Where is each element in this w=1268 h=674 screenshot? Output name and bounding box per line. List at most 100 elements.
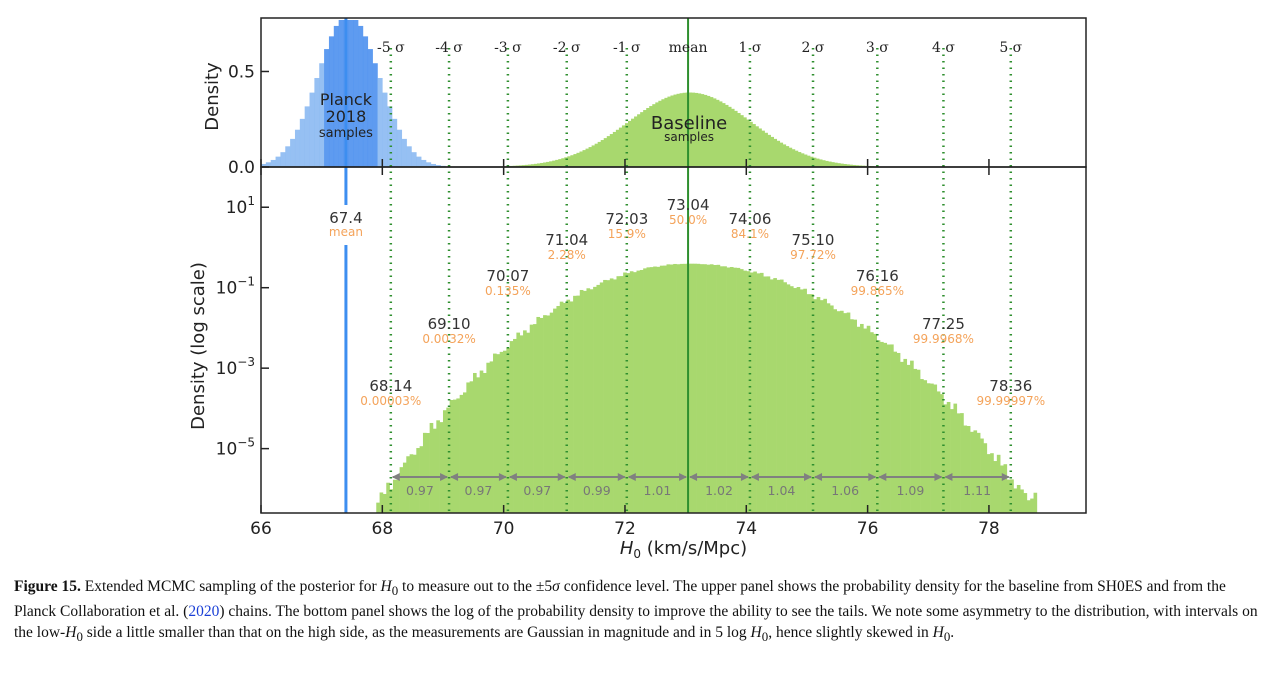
baseline-log-bar <box>416 448 420 513</box>
top-panel-bars <box>261 20 875 168</box>
level-percentile: 97.72% <box>790 248 836 262</box>
planck-bar <box>309 92 315 167</box>
x-axis-label: H0 (km/s/Mpc) <box>620 538 747 561</box>
level-percentile: 2.28% <box>548 248 586 262</box>
planck-bar <box>421 159 427 167</box>
baseline-top-bar <box>646 108 650 167</box>
baseline-log-bar <box>439 422 444 513</box>
y-axis-label-bottom: Density (log scale) <box>188 262 209 430</box>
baseline-log-bar <box>833 309 837 513</box>
y-tick-label-top: 0.0 <box>228 158 255 178</box>
baseline-log-bar <box>669 264 674 513</box>
interval-arrowhead <box>679 473 688 481</box>
sigma-label: 4 σ <box>932 40 955 56</box>
baseline-top-bar <box>816 158 820 167</box>
baseline-log-bar <box>503 350 507 513</box>
baseline-log-bar <box>446 407 450 513</box>
caption-h-sub: 0 <box>391 583 399 599</box>
baseline-top-bar <box>855 165 859 167</box>
x-axis-label-sub: 0 <box>633 547 641 561</box>
level-value: 74.06 <box>728 210 771 228</box>
baseline-top-bar <box>546 161 550 167</box>
baseline-top-bar <box>803 154 808 167</box>
interval-arrowhead <box>440 473 449 481</box>
baseline-log-bar <box>676 264 681 513</box>
planck-bar <box>299 118 305 167</box>
bottom-panel-frame <box>260 166 1087 514</box>
baseline-log-bar <box>893 351 898 513</box>
baseline-log-bar <box>753 271 757 513</box>
x-tick-label: 78 <box>978 519 1000 539</box>
level-percentile: 99.865% <box>851 284 904 298</box>
baseline-log-bar <box>759 272 764 513</box>
baseline-top-bar <box>570 155 574 167</box>
baseline-log-bar <box>980 438 984 513</box>
planck-bar <box>265 162 272 167</box>
baseline-log-bar <box>623 272 627 513</box>
baseline-log-bar <box>866 325 871 513</box>
baseline-log-bar <box>382 493 387 513</box>
interval-arrowhead <box>878 473 887 481</box>
baseline-log-bar <box>663 265 667 513</box>
baseline-log-bar <box>756 273 761 513</box>
y-tick-exponent: −3 <box>237 355 255 369</box>
baseline-log-bar <box>986 454 991 513</box>
baseline-log-bar <box>463 392 467 513</box>
caption-h-sub-4: 0 <box>943 629 951 645</box>
baseline-log-bar <box>649 267 654 513</box>
baseline-log-bar <box>569 301 574 513</box>
level-percentile: 0.135% <box>485 284 531 298</box>
baseline-top-bar <box>612 131 617 167</box>
sigma-label: -1 σ <box>613 40 641 56</box>
baseline-top-bar <box>567 156 571 167</box>
baseline-log-bar <box>963 425 968 513</box>
baseline-log-bar <box>1026 500 1031 513</box>
level-percentile: 99.9968% <box>913 332 974 346</box>
baseline-log-bar <box>646 267 651 513</box>
interval-arrowhead <box>508 473 517 481</box>
baseline-log-bar <box>910 360 914 513</box>
baseline-top-bar <box>858 165 862 167</box>
baseline-top-bar <box>673 94 677 167</box>
baseline-log-bar <box>619 276 624 513</box>
baseline-log-bar <box>703 264 707 513</box>
planck-bar <box>280 152 286 167</box>
baseline-top-bar <box>706 95 711 167</box>
baseline-log-bar <box>606 280 611 513</box>
planck-bar <box>324 49 330 167</box>
reference-lines <box>344 18 1013 513</box>
baseline-log-bar <box>506 347 511 513</box>
baseline-log-bar <box>653 266 657 513</box>
baseline-top-bar <box>813 157 817 167</box>
baseline-log-bar <box>749 272 754 513</box>
planck-mean-value: 67.4 <box>329 209 362 227</box>
interval-value: 0.99 <box>583 483 611 498</box>
y-tick-label-bottom: 10−1 <box>216 275 255 299</box>
planck-label: samples <box>319 126 373 141</box>
baseline-log-bar <box>643 268 647 513</box>
baseline-log-bar <box>689 263 694 513</box>
baseline-log-bar <box>559 301 564 513</box>
baseline-top-bar <box>540 162 544 167</box>
bottom-panel-bars <box>376 263 1038 513</box>
baseline-top-bar <box>843 164 847 167</box>
planck-bar <box>382 92 388 167</box>
citation-link[interactable]: 2020 <box>188 603 220 621</box>
baseline-top-bar <box>785 146 790 167</box>
baseline-top-bar <box>628 120 632 167</box>
planck-bar <box>328 36 335 168</box>
baseline-log-bar <box>499 351 504 513</box>
interval-arrowhead <box>450 473 459 481</box>
baseline-top-bar <box>806 155 811 167</box>
baseline-log-bar <box>793 288 797 513</box>
baseline-top-bar <box>603 138 608 167</box>
baseline-log-bar <box>1013 488 1018 513</box>
level-value: 75.10 <box>792 231 835 249</box>
baseline-log-bar <box>546 315 551 513</box>
baseline-log-bar <box>766 276 771 513</box>
planck-bar <box>270 159 276 167</box>
baseline-top-bar <box>670 95 674 167</box>
baseline-top-bar <box>767 134 771 167</box>
baseline-log-bar <box>746 271 751 513</box>
baseline-log-bar <box>509 341 514 513</box>
